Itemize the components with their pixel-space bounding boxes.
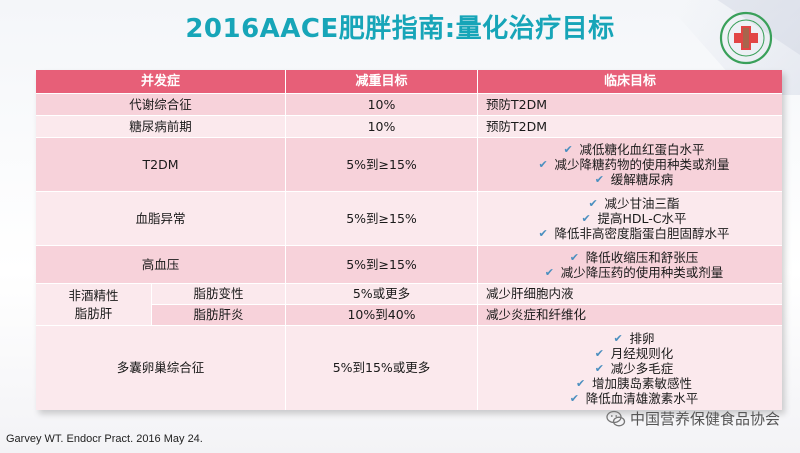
list-item: ✔ 减少降糖药物的使用种类或剂量	[538, 157, 730, 172]
table-row: 脂肪肝炎 10%到40% 减少炎症和纤维化	[152, 304, 782, 325]
citation: Garvey WT. Endocr Pract. 2016 May 24.	[6, 433, 203, 445]
table-row: 多囊卵巢综合征 5%到15%或更多 ✔ 排卵 ✔ 月经规则化 ✔ 减少多毛症 ✔ 增加胰…	[36, 326, 782, 410]
list-item: ✔ 减少多毛症	[594, 360, 674, 376]
condition-cell: 代谢综合征	[36, 94, 286, 115]
check-icon: ✔	[575, 376, 586, 390]
check-icon: ✔	[538, 227, 548, 240]
goal-cell: 10%	[286, 94, 478, 115]
clinical-cell: 减少炎症和纤维化	[486, 306, 587, 322]
check-icon: ✔	[613, 331, 623, 345]
list-item: ✔ 减少甘油三酯	[588, 196, 680, 211]
table-row: 糖尿病前期 10% 预防T2DM	[36, 116, 782, 138]
list-item: ✔ 排卵	[613, 330, 655, 346]
table-header: 并发症 减重目标 临床目标	[36, 70, 782, 94]
list-item: ✔ 降低收缩压和舒张压	[569, 249, 699, 265]
condition-cell: 脂肪变性	[152, 284, 286, 304]
condition-cell: T2DM	[36, 138, 286, 191]
table-row: 高血压 5%到≥15% ✔ 降低收缩压和舒张压 ✔ 减少降压药的使用种类或剂量	[36, 246, 782, 284]
check-icon: ✔	[594, 346, 604, 360]
check-icon: ✔	[563, 143, 573, 156]
nafld-group: 非酒精性 脂肪肝 脂肪变性 5%或更多 减少肝细胞内液 脂肪肝炎 10%到40%…	[36, 284, 782, 326]
list-item: ✔ 减少降压药的使用种类或剂量	[544, 264, 724, 280]
goal-cell: 5%或更多	[286, 284, 478, 304]
condition-cell: 高血压	[36, 246, 286, 283]
condition-cell: 糖尿病前期	[36, 116, 286, 137]
check-icon: ✔	[569, 250, 579, 264]
clinical-cell: 预防T2DM	[486, 96, 547, 112]
check-icon: ✔	[569, 391, 579, 405]
clinical-list: ✔ 减少甘油三酯 ✔ 提高HDL-C水平 ✔ 降低非高密度脂蛋白胆固醇水平	[478, 192, 782, 245]
table-row: 脂肪变性 5%或更多 减少肝细胞内液	[152, 284, 782, 305]
list-item: ✔ 提高HDL-C水平	[581, 211, 687, 226]
condition-cell: 脂肪肝炎	[152, 304, 286, 325]
clinical-cell: 预防T2DM	[486, 118, 547, 134]
check-icon: ✔	[594, 361, 604, 375]
header-complication: 并发症	[36, 70, 286, 93]
goal-cell: 5%到15%或更多	[286, 326, 478, 410]
list-item: ✔ 降低血清雄激素水平	[569, 390, 699, 406]
check-icon: ✔	[544, 265, 554, 279]
check-icon: ✔	[594, 173, 604, 186]
table-row: 血脂异常 5%到≥15% ✔ 减少甘油三酯 ✔ 提高HDL-C水平 ✔ 降低非高密度脂…	[36, 192, 782, 246]
goal-cell: 5%到≥15%	[286, 192, 478, 245]
table-row: 代谢综合征 10% 预防T2DM	[36, 94, 782, 116]
clinical-list: ✔ 排卵 ✔ 月经规则化 ✔ 减少多毛症 ✔ 增加胰岛素敏感性 ✔ 降低血清雄激素水平	[478, 326, 782, 410]
targets-table: 并发症 减重目标 临床目标 代谢综合征 10% 预防T2DM 糖尿病前期 10%…	[36, 70, 782, 410]
table-row: T2DM 5%到≥15% ✔ 减低糖化血红蛋白水平 ✔ 减少降糖药物的使用种类或剂量…	[36, 138, 782, 192]
clinical-list: ✔ 减低糖化血红蛋白水平 ✔ 减少降糖药物的使用种类或剂量 ✔ 缓解糖尿病	[478, 138, 782, 191]
goal-cell: 5%到≥15%	[286, 246, 478, 283]
nafld-subrows: 脂肪变性 5%或更多 减少肝细胞内液 脂肪肝炎 10%到40% 减少炎症和纤维化	[152, 284, 782, 325]
list-item: ✔ 增加胰岛素敏感性	[575, 375, 692, 391]
nafld-label: 非酒精性 脂肪肝	[36, 284, 152, 325]
list-item: ✔ 减低糖化血红蛋白水平	[563, 142, 705, 157]
list-item: ✔ 降低非高密度脂蛋白胆固醇水平	[538, 226, 730, 241]
check-icon: ✔	[538, 158, 548, 171]
list-item: ✔ 缓解糖尿病	[594, 172, 674, 187]
check-icon: ✔	[588, 197, 598, 210]
goal-cell: 5%到≥15%	[286, 138, 478, 191]
check-icon: ✔	[581, 212, 591, 225]
wechat-icon	[606, 410, 626, 426]
clinical-cell: 减少肝细胞内液	[486, 285, 574, 301]
goal-cell: 10%到40%	[286, 304, 478, 325]
slide-title: 2016AACE肥胖指南:量化治疗目标	[185, 14, 615, 44]
clinical-list: ✔ 降低收缩压和舒张压 ✔ 减少降压药的使用种类或剂量	[478, 246, 782, 283]
watermark-text: 中国营养保健食品协会	[629, 410, 780, 428]
wechat-watermark: 中国营养保健食品协会	[606, 408, 780, 429]
list-item: ✔ 月经规则化	[594, 345, 674, 361]
goal-cell: 10%	[286, 116, 478, 137]
header-weight-goal: 减重目标	[286, 70, 478, 93]
header-clinical-goal: 临床目标	[603, 73, 656, 89]
condition-cell: 多囊卵巢综合征	[36, 326, 286, 410]
society-logo	[719, 11, 773, 65]
condition-cell: 血脂异常	[36, 192, 286, 245]
